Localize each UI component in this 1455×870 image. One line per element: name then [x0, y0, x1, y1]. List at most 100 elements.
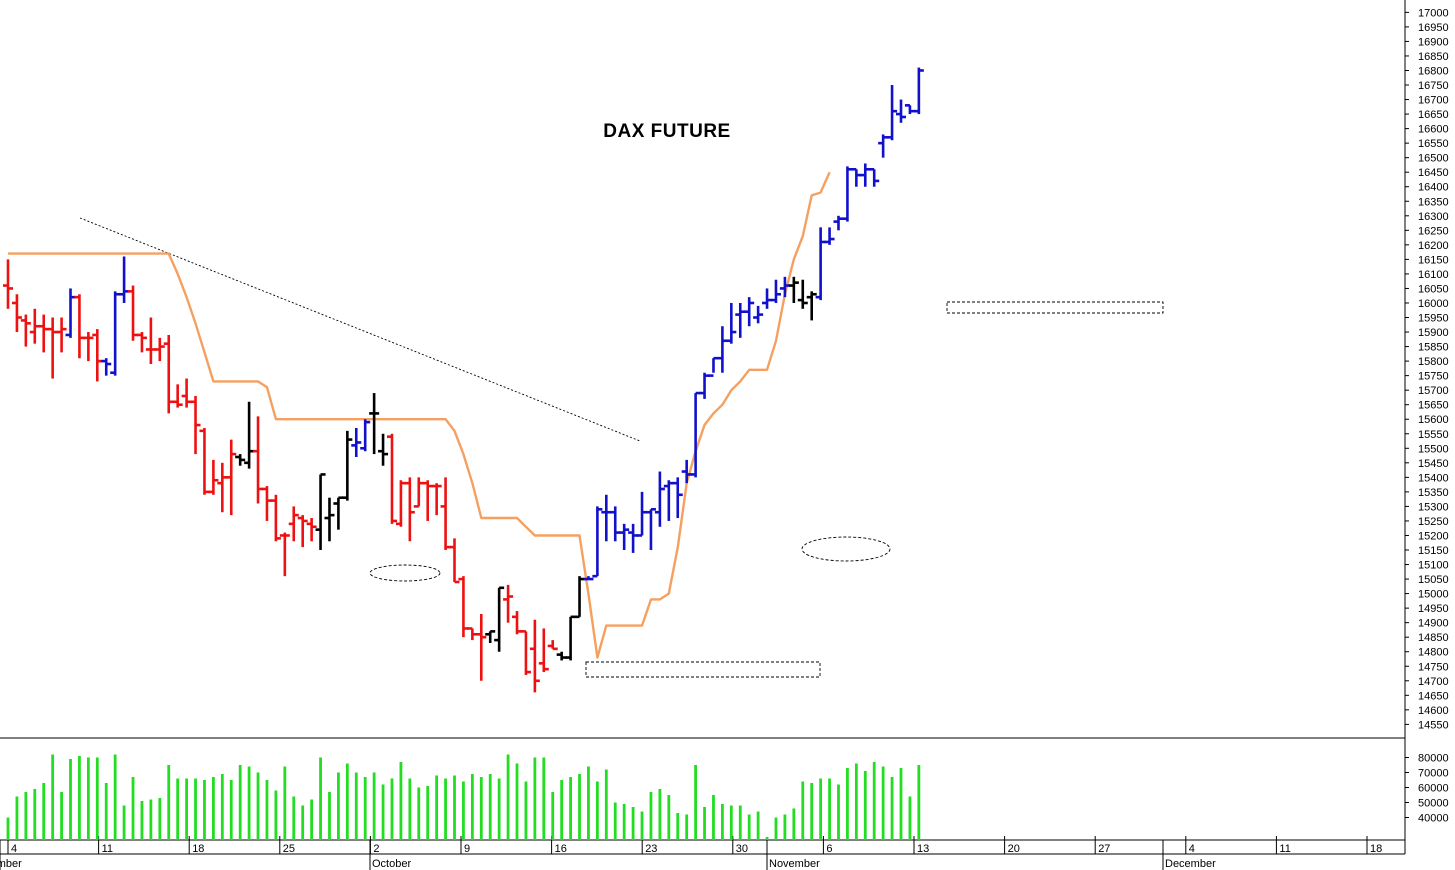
- ohlc-bar: [270, 494, 281, 542]
- price-tick-label: 15700: [1418, 385, 1449, 397]
- ohlc-bar: [869, 167, 880, 187]
- ohlc-bar: [128, 285, 139, 341]
- ohlc-bar: [20, 314, 31, 347]
- price-tick-label: 16100: [1418, 269, 1449, 281]
- ohlc-bar: [163, 334, 174, 414]
- price-tick-label: 16350: [1418, 196, 1449, 208]
- ohlc-bar: [369, 393, 380, 455]
- price-tick-label: 15250: [1418, 516, 1449, 528]
- month-label: November: [769, 858, 820, 870]
- volume-tick-label: 50000: [1418, 798, 1449, 810]
- support-ellipse-right: [801, 536, 891, 562]
- date-tick-label: 11: [102, 843, 113, 855]
- ohlc-bar: [645, 508, 656, 551]
- price-tick-label: 15600: [1418, 414, 1449, 426]
- support-ellipse-left: [369, 564, 441, 582]
- ohlc-bar: [413, 477, 424, 508]
- ohlc-bar: [217, 462, 228, 513]
- ohlc-bar: [279, 532, 290, 577]
- ohlc-bar: [797, 279, 808, 309]
- ohlc-bar: [145, 317, 156, 365]
- price-tick-label: 16000: [1418, 298, 1449, 310]
- price-bars: [3, 67, 924, 693]
- date-tick-label: 6: [826, 843, 832, 855]
- price-tick-label: 15850: [1418, 342, 1449, 354]
- price-tick-label: 16750: [1418, 80, 1449, 92]
- date-tick-label: 30: [736, 843, 748, 855]
- ohlc-bar: [717, 326, 728, 373]
- ohlc-bar: [11, 294, 22, 333]
- price-tick-label: 15300: [1418, 501, 1449, 513]
- price-tick-label: 15500: [1418, 443, 1449, 455]
- chart-title: DAX FUTURE: [603, 121, 730, 142]
- price-tick-label: 16850: [1418, 51, 1449, 63]
- ohlc-bar: [503, 584, 514, 623]
- ohlc-bar: [467, 627, 478, 641]
- price-tick-label: 16050: [1418, 283, 1449, 295]
- volume-axis: 40000 50000 60000 70000 80000: [1405, 753, 1449, 825]
- ohlc-bar: [253, 416, 264, 504]
- price-tick-label: 16700: [1418, 95, 1449, 107]
- ohlc-bar: [744, 297, 755, 327]
- price-tick-label: 15450: [1418, 458, 1449, 470]
- volume-tick-label: 60000: [1418, 783, 1449, 795]
- ohlc-bar: [887, 85, 898, 141]
- ohlc-bar: [351, 427, 362, 458]
- ohlc-bar: [404, 477, 415, 542]
- date-tick-label: 23: [645, 843, 657, 855]
- price-tick-label: 15150: [1418, 545, 1449, 557]
- price-tick-label: 14850: [1418, 632, 1449, 644]
- ohlc-bar: [610, 506, 621, 542]
- chart-annotations: [79, 217, 1164, 678]
- ohlc-bar: [637, 491, 648, 537]
- price-tick-label: 16900: [1418, 36, 1449, 48]
- price-tick-label: 16300: [1418, 211, 1449, 223]
- price-tick-label: 16150: [1418, 254, 1449, 266]
- ohlc-bar: [199, 427, 210, 495]
- volume-tick-label: 80000: [1418, 753, 1449, 765]
- ohlc-bar: [324, 497, 335, 542]
- ohlc-bar: [529, 619, 540, 693]
- ohlc-bar: [815, 227, 826, 301]
- month-label: December: [1165, 858, 1216, 870]
- ohlc-bar: [770, 279, 781, 303]
- ohlc-bar: [226, 439, 237, 516]
- price-tick-label: 15750: [1418, 371, 1449, 383]
- price-tick-label: 14800: [1418, 647, 1449, 659]
- price-tick-label: 14550: [1418, 719, 1449, 731]
- price-tick-label: 17000: [1418, 7, 1449, 19]
- price-tick-label: 16550: [1418, 138, 1449, 150]
- ohlc-bar: [440, 477, 451, 551]
- chart-grid: [0, 0, 1406, 855]
- ohlc-bar: [154, 337, 165, 362]
- ohlc-bar: [261, 486, 272, 521]
- ohlc-bar: [896, 99, 906, 123]
- volume-tick-label: 40000: [1418, 813, 1449, 825]
- resistance-trendline: [79, 217, 641, 442]
- date-tick-label: 2: [373, 843, 379, 855]
- ohlc-bar: [56, 317, 67, 353]
- price-tick-label: 14700: [1418, 676, 1449, 688]
- date-tick-label: 16: [555, 843, 567, 855]
- ohlc-bar: [547, 640, 558, 651]
- date-tick-label: 13: [917, 843, 929, 855]
- price-tick-label: 15900: [1418, 327, 1449, 339]
- ohlc-bar: [395, 480, 406, 527]
- price-tick-label: 14950: [1418, 603, 1449, 615]
- breakout-zone-box: [946, 301, 1164, 314]
- ohlc-bar: [119, 256, 130, 303]
- ohlc-bar: [583, 576, 594, 581]
- ohlc-bar: [494, 586, 505, 652]
- ohlc-bar: [592, 506, 603, 578]
- ohlc-bar: [386, 433, 397, 524]
- ohlc-bar: [663, 480, 674, 521]
- price-axis: 14550 14600 14650 14700 14750 14800 14850 14900…: [1405, 7, 1449, 731]
- date-tick-label: 27: [1098, 843, 1110, 855]
- price-tick-label: 14750: [1418, 661, 1449, 673]
- ohlc-bar: [788, 276, 799, 303]
- ohlc-bar: [654, 471, 665, 527]
- ohlc-bar: [512, 611, 523, 635]
- ohlc-bar: [851, 167, 862, 187]
- price-tick-label: 15200: [1418, 530, 1449, 542]
